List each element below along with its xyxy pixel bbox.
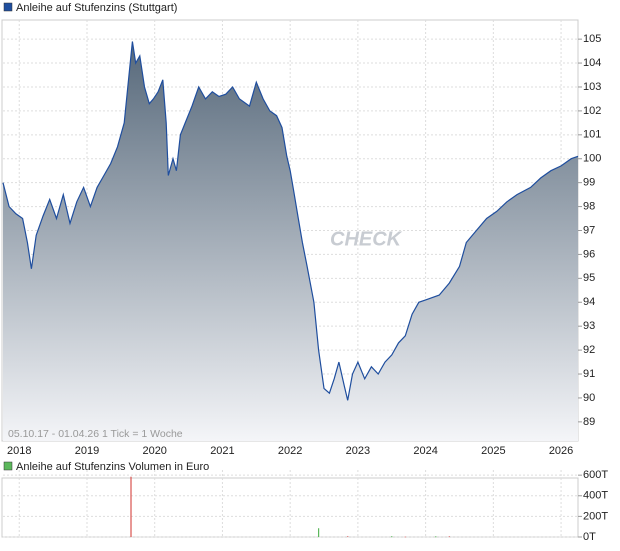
bar	[318, 528, 320, 537]
bar	[391, 536, 393, 538]
x-tick-label: 2023	[346, 445, 370, 457]
y-tick-label: 400T	[583, 490, 608, 502]
bar	[448, 536, 450, 538]
y-tick-label: 200T	[583, 510, 608, 522]
bar	[435, 536, 437, 538]
y-tick-label: 99	[583, 177, 595, 189]
x-tick-label: 2022	[278, 445, 302, 457]
note: 05.10.17 - 01.04.26 1 Tick = 1 Woche	[8, 428, 183, 440]
y-tick-label: 98	[583, 200, 595, 212]
y-tick-label: 104	[583, 57, 601, 69]
y-tick-label: 93	[583, 320, 595, 332]
bar	[347, 535, 349, 537]
line	[2, 41, 579, 401]
area	[3, 41, 578, 441]
legend-swatch	[3, 2, 13, 12]
bar	[130, 476, 132, 537]
y-tick-label: 102	[583, 105, 601, 117]
x-tick-label: 2019	[75, 445, 99, 457]
chart-title: Anleihe auf Stufenzins Volumen in Euro	[16, 461, 209, 473]
y-tick-label: 95	[583, 272, 595, 284]
watermark: CHECK	[330, 228, 403, 250]
y-tick-label: 600T	[583, 469, 608, 481]
chart-title: Anleihe auf Stufenzins (Stuttgart)	[16, 2, 177, 14]
y-tick-label: 103	[583, 81, 601, 93]
y-tick-label: 92	[583, 344, 595, 356]
y-tick-label: 101	[583, 129, 601, 141]
y-tick-label: 89	[583, 416, 595, 428]
y-tick-label: 100	[583, 153, 601, 165]
x-tick-label: 2020	[142, 445, 166, 457]
y-tick-label: 94	[583, 296, 595, 308]
legend-swatch	[3, 461, 13, 471]
y-tick-label: 105	[583, 33, 601, 45]
y-tick-label: 96	[583, 248, 595, 260]
x-tick-label: 2026	[549, 445, 573, 457]
x-tick-label: 2018	[7, 445, 31, 457]
y-tick-label: 91	[583, 368, 595, 380]
y-tick-label: 97	[583, 224, 595, 236]
x-tick-label: 2021	[210, 445, 234, 457]
y-tick-label: 0T	[583, 531, 596, 543]
y-tick-label: 90	[583, 392, 595, 404]
x-tick-label: 2025	[481, 445, 505, 457]
x-tick-label: 2024	[413, 445, 437, 457]
bar	[404, 536, 406, 538]
